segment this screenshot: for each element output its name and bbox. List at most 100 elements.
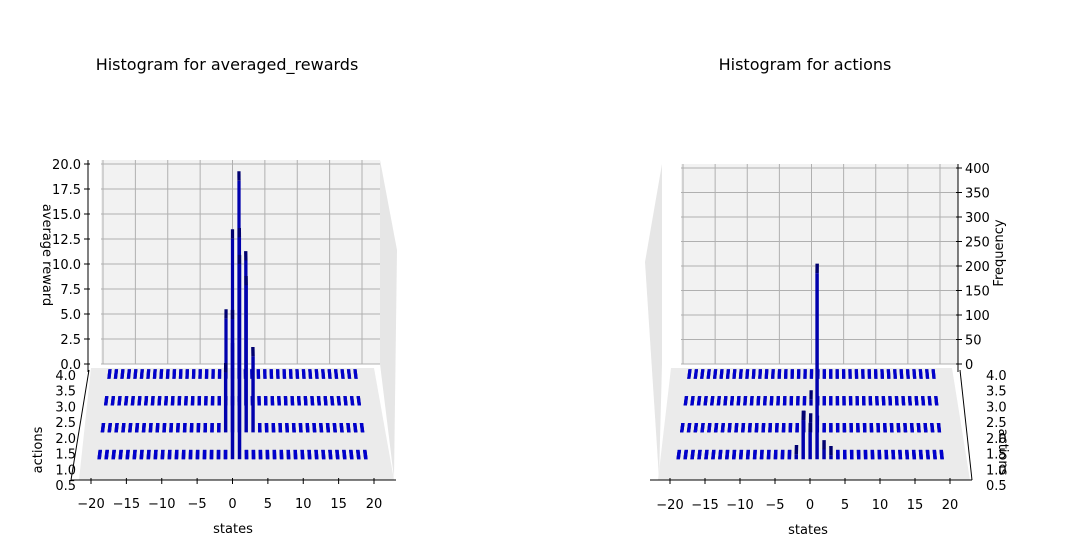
bar-state-15-action-4 xyxy=(905,369,910,379)
bar-base xyxy=(307,449,312,460)
bar-base xyxy=(898,449,903,460)
bar-state--9-action-1 xyxy=(167,449,172,460)
bar-state--10-action-4 xyxy=(745,369,750,379)
bar-base xyxy=(263,369,267,379)
bar-state-16-action-3 xyxy=(336,396,341,406)
bar-base xyxy=(270,396,275,406)
bar-state-15-action-3 xyxy=(907,396,912,406)
bar-base xyxy=(686,423,692,433)
bar-state-10-action-1 xyxy=(877,449,882,460)
bar-base xyxy=(934,396,939,406)
bar-state--8-action-4 xyxy=(758,369,763,379)
bar-base xyxy=(713,423,719,433)
bar-state-4-action-1 xyxy=(836,449,840,460)
bar-state-12-action-3 xyxy=(888,396,893,406)
bar-base xyxy=(265,449,270,460)
bar-state-12-action-4 xyxy=(308,369,313,379)
bar-base xyxy=(690,449,695,460)
y-tick-label: 3.0 xyxy=(986,400,1007,415)
y-tick-label: 1.5 xyxy=(55,448,76,463)
plot-area: −20 −15 −10 −5 0 5 10 15 200.51.01.52.02.53.03.5… xyxy=(52,158,397,512)
bar-base xyxy=(126,369,131,379)
bar-top xyxy=(815,263,819,274)
bar-state--7-action-2 xyxy=(761,423,766,433)
bar-base xyxy=(334,369,339,379)
bar-base xyxy=(734,423,739,433)
bar-base xyxy=(790,369,794,379)
bar-base xyxy=(925,449,930,460)
bar-base xyxy=(782,396,787,406)
bar-base xyxy=(211,369,215,379)
bar-state-3-action-4 xyxy=(829,369,833,379)
bar-state-16-action-4 xyxy=(334,369,339,379)
bar-base xyxy=(893,369,897,379)
bar-base xyxy=(835,369,839,379)
bar-base xyxy=(711,449,716,460)
bar-state-13-action-2 xyxy=(896,423,901,433)
bar-base xyxy=(167,449,172,460)
bar-base xyxy=(146,369,151,379)
bar-base xyxy=(111,449,116,460)
bar-state-12-action-2 xyxy=(312,423,317,433)
bar-base xyxy=(177,396,182,406)
bar-state--5-action-3 xyxy=(197,396,202,406)
bar-state--15-action-3 xyxy=(130,396,135,406)
bar-state--12-action-2 xyxy=(727,423,732,433)
bar-base xyxy=(822,396,826,406)
bar-base xyxy=(768,423,773,433)
x-tick-label: −5 xyxy=(188,497,207,512)
bar-state--5-action-4 xyxy=(198,369,202,379)
bar-base xyxy=(736,396,741,406)
bar-state--18-action-4 xyxy=(113,369,119,379)
rewards-histogram: −20 −15 −10 −5 0 5 10 15 200.51.01.52.02.53.03.5… xyxy=(31,55,397,537)
bar-state-15-action-1 xyxy=(911,449,917,460)
bar-base xyxy=(164,396,168,406)
bar-base xyxy=(873,369,878,379)
y-axis-label: actions xyxy=(995,429,1010,476)
z-tick-label: 250 xyxy=(965,236,990,251)
bar-base xyxy=(884,449,889,460)
bar-state-8-action-2 xyxy=(285,423,289,433)
bar-base xyxy=(352,423,358,433)
bar-state-2-action-1 xyxy=(244,449,249,460)
y-tick-label: 2.0 xyxy=(986,432,1007,447)
bar-state-12-action-2 xyxy=(889,423,894,433)
bar-base xyxy=(802,396,807,406)
chart-title: Histogram for averaged_rewards xyxy=(96,55,359,75)
bar-base xyxy=(725,369,731,379)
z-axis-label: average reward xyxy=(39,204,54,306)
bar-state-6-action-1 xyxy=(849,449,854,460)
bar-state-19-action-3 xyxy=(934,396,939,406)
bar-state--14-action-4 xyxy=(139,369,144,379)
bar-row-action-4 xyxy=(687,369,936,379)
bar-state-16-action-1 xyxy=(918,449,924,460)
bar-front xyxy=(223,372,228,433)
bar-state-11-action-3 xyxy=(881,396,886,406)
bar-base xyxy=(925,369,930,379)
bar-state-7-action-2 xyxy=(278,423,283,433)
x-tick-label: −20 xyxy=(656,498,683,513)
bar-state--6-action-4 xyxy=(191,369,196,379)
bar-state--19-action-2 xyxy=(100,423,106,433)
z-tick-label: 200 xyxy=(965,260,990,275)
bar-state--5-action-2 xyxy=(774,423,779,433)
bar-state-6-action-4 xyxy=(269,369,274,379)
bar-state--13-action-1 xyxy=(718,449,723,460)
z-tick-label: 17.5 xyxy=(52,183,81,198)
bar-state-14-action-4 xyxy=(321,369,326,379)
bar-base xyxy=(339,423,344,433)
plot-area: −20 −15 −10 −5 0 5 10 15 200.51.01.52.02.53.03.5… xyxy=(645,162,1007,513)
bar-state-10-action-2 xyxy=(876,423,881,433)
bar-state-9-action-3 xyxy=(868,396,873,406)
bar-state-3-action-2 xyxy=(829,423,833,433)
x-tick-label: −10 xyxy=(726,498,753,513)
bar-base xyxy=(704,449,709,460)
bar-base xyxy=(217,423,221,433)
bar-state--9-action-3 xyxy=(749,396,754,406)
bar-state--2-action-3 xyxy=(796,396,800,406)
bar-base xyxy=(202,449,207,460)
bar-state-16-action-2 xyxy=(916,423,921,433)
bar-base xyxy=(869,423,874,433)
bar-base xyxy=(901,396,906,406)
bar-state--11-action-4 xyxy=(738,369,743,379)
